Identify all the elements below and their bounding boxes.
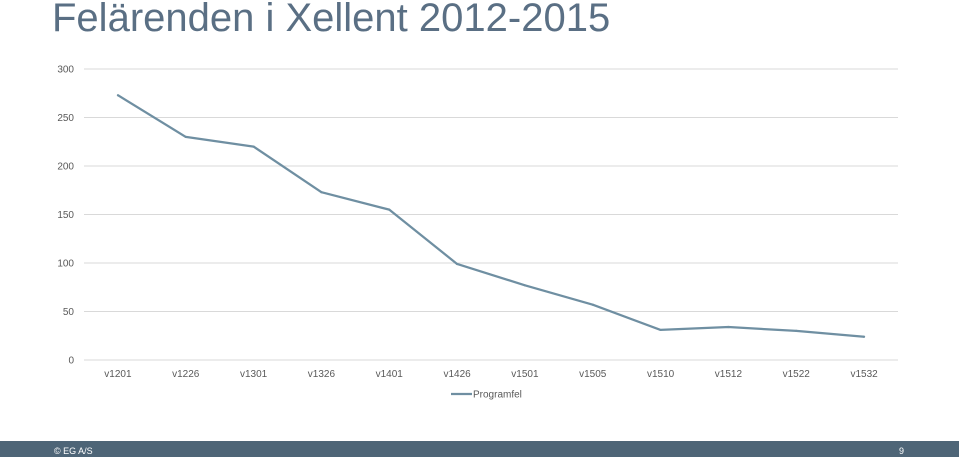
data-point (320, 191, 323, 194)
page-number: 9 (898, 446, 904, 456)
y-tick-label: 200 (57, 162, 74, 173)
data-point (659, 328, 662, 332)
data-point (591, 303, 594, 306)
y-tick-label: 100 (57, 259, 74, 270)
data-point (388, 208, 391, 211)
y-tick-label: 150 (57, 210, 74, 221)
y-tick-label: 50 (63, 307, 75, 318)
x-tick-label: v1505 (579, 369, 607, 380)
x-tick-label: v1401 (376, 369, 404, 380)
x-tick-label: v1201 (104, 369, 132, 380)
x-tick-label: v1512 (715, 369, 743, 380)
x-tick-label: v1532 (850, 369, 878, 380)
x-tick-label: v1226 (172, 369, 200, 380)
legend: Programfel (451, 390, 522, 401)
x-tick-label: v1522 (783, 369, 811, 380)
gridlines (84, 68, 898, 361)
data-point (727, 325, 730, 329)
data-point (862, 335, 866, 338)
legend-label: Programfel (473, 390, 522, 401)
y-tick-label: 300 (57, 65, 74, 76)
data-point (116, 94, 120, 97)
y-tick-label: 0 (68, 356, 74, 367)
data-point (523, 284, 527, 287)
footer-bar: © EG A/S 9 (0, 441, 959, 457)
data-point (252, 145, 255, 148)
series-line-programfel (117, 94, 865, 338)
data-point (455, 262, 459, 266)
y-tick-label: 250 (57, 113, 74, 124)
x-tick-label: v1501 (511, 369, 539, 380)
x-tick-label: v1510 (647, 369, 675, 380)
x-tick-label: v1426 (443, 369, 471, 380)
data-point (795, 329, 798, 332)
data-point (184, 135, 187, 138)
y-axis-tick-labels: 0 50 100 150 200 250 300 (57, 65, 74, 367)
copyright-text: © EG A/S (54, 446, 93, 456)
x-tick-label: v1326 (308, 369, 336, 380)
x-axis-tick-labels: v1201 v1226 v1301 v1326 v1401 v1426 v1501 v1505… (104, 369, 878, 380)
page-title: Felärenden i Xellent 2012-2015 (52, 0, 611, 40)
x-tick-label: v1301 (240, 369, 268, 380)
series-group (116, 94, 866, 338)
